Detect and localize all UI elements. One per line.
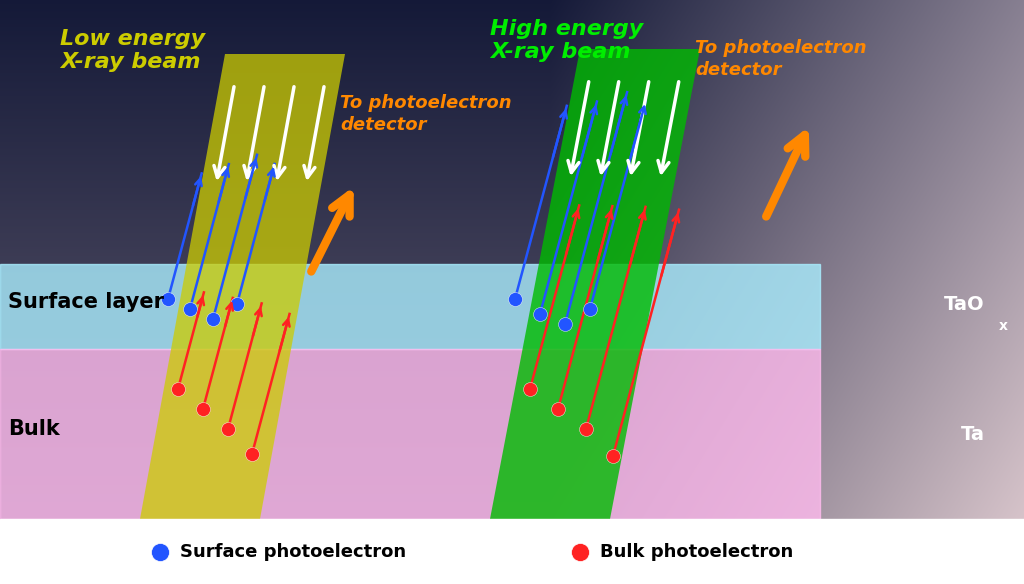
Text: Surface layer: Surface layer: [8, 292, 164, 312]
Text: Bulk: Bulk: [8, 419, 59, 439]
Text: Bulk photoelectron: Bulk photoelectron: [600, 543, 794, 561]
Text: Low energy
X-ray beam: Low energy X-ray beam: [60, 29, 205, 72]
Polygon shape: [490, 49, 700, 519]
Text: TaO: TaO: [944, 294, 985, 314]
Text: x: x: [999, 319, 1008, 333]
Text: Ta: Ta: [961, 425, 985, 443]
Bar: [0, 349, 820, 519]
Bar: [0, 264, 820, 349]
Text: To photoelectron
detector: To photoelectron detector: [340, 94, 512, 134]
Text: To photoelectron
detector: To photoelectron detector: [695, 39, 866, 79]
Bar: [0, 519, 1024, 584]
Polygon shape: [140, 54, 345, 519]
Text: Surface photoelectron: Surface photoelectron: [180, 543, 407, 561]
Text: High energy
X-ray beam: High energy X-ray beam: [490, 19, 643, 62]
